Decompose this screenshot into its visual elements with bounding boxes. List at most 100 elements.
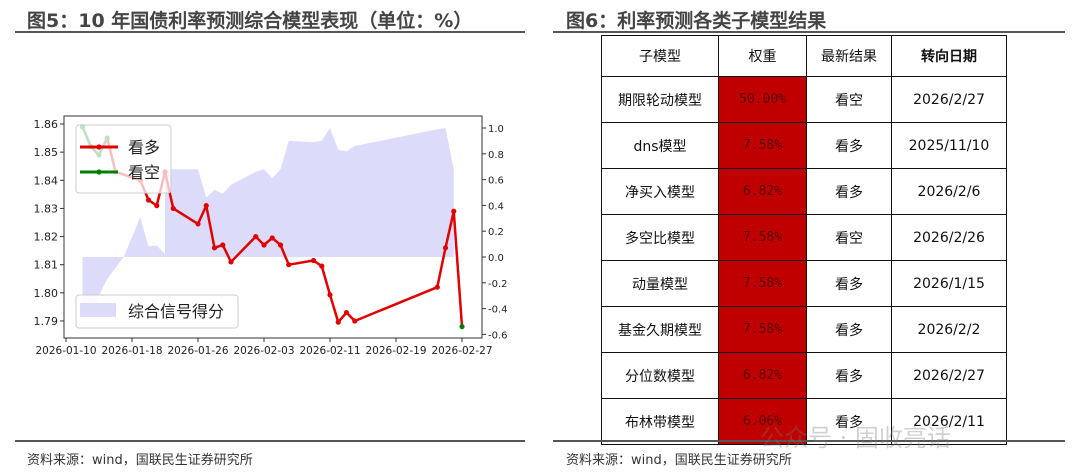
weight-cell: 7.58%: [718, 122, 807, 169]
right-tick-label: 1.0: [488, 124, 504, 135]
yield-point: [228, 259, 234, 265]
right-source-note: 资料来源：wind，国联民生证券研究所: [566, 453, 792, 468]
x-tick-label: 2026-01-26: [167, 345, 228, 357]
yield-segment: [452, 211, 464, 327]
submodel-name-cell: 净买入模型: [601, 168, 719, 215]
x-tick-label: 2026-01-10: [35, 345, 96, 357]
yield-point: [195, 221, 201, 227]
yield-segment: [196, 205, 208, 225]
table-row: 动量模型 7.58% 看多 2026/1/15: [601, 260, 1007, 307]
latest-result-cell: 看多: [806, 398, 892, 445]
right-tick-label: -0.4: [488, 305, 508, 316]
submodel-table: 子模型 权重 最新结果 转向日期 期限轮动模型 50.00% 看空 2026/2/27…: [601, 35, 1007, 445]
score-area: [82, 128, 462, 316]
yield-segment: [230, 235, 257, 263]
table-header-row: 子模型 权重 最新结果 转向日期: [601, 35, 1007, 77]
legend-label: 看空: [128, 163, 160, 182]
weight-cell: 50.00%: [718, 76, 807, 123]
left-bottom-rule: [15, 440, 525, 442]
left-tick-label: 1.84: [34, 174, 59, 187]
submodel-name-cell: 期限轮动模型: [601, 76, 719, 123]
right-tick-label: 0.4: [488, 201, 504, 212]
submodel-name-cell: 多空比模型: [601, 214, 719, 261]
yield-point: [211, 245, 218, 251]
legend-label: 看多: [128, 138, 160, 157]
yield-segment: [205, 205, 216, 249]
right-tick-label: 0.8: [488, 150, 504, 161]
legend-marker-1: [96, 169, 102, 175]
yield-segment: [444, 210, 455, 249]
left-tick-label: 1.83: [34, 202, 59, 215]
table-row: 分位数模型 6.82% 看多 2026/2/27: [601, 352, 1007, 399]
plot-frame: [63, 115, 483, 339]
yield-point: [269, 235, 275, 241]
weight-cell: 7.58%: [718, 214, 807, 261]
latest-result-cell: 看多: [806, 352, 892, 399]
table-row: 多空比模型 7.58% 看空 2026/2/26: [601, 214, 1007, 261]
right-tick-label: 0.0: [488, 253, 504, 264]
legend-area-swatch: [80, 303, 116, 317]
yield-segment: [328, 294, 340, 323]
yield-point: [145, 197, 152, 203]
weight-cell: 7.58%: [718, 306, 807, 353]
x-tick-label: 2026-01-18: [101, 345, 162, 357]
left-tick-label: 1.86: [34, 118, 59, 131]
header-weight: 权重: [718, 35, 807, 77]
right-tick-label: 0.6: [488, 176, 504, 187]
yield-point: [442, 245, 449, 251]
latest-result-cell: 看空: [806, 76, 892, 123]
yield-point: [203, 203, 209, 209]
left-tick-label: 1.81: [34, 259, 59, 272]
x-tick-label: 2026-02-19: [365, 345, 426, 357]
yield-point: [451, 208, 457, 214]
legend-marker-0: [96, 144, 102, 150]
yield-segment: [221, 244, 233, 263]
yield-segment: [436, 247, 447, 288]
watermark: 公众号 · 固收亮话: [760, 424, 951, 452]
yield-point: [352, 318, 358, 324]
yield-point: [319, 263, 325, 269]
left-figure-title: 图5：10 年国债利率预测综合模型表现（单位：%）: [27, 10, 473, 32]
submodel-name-cell: 基金久期模型: [601, 306, 719, 353]
right-tick-label: -0.6: [488, 330, 508, 341]
yield-point: [310, 257, 317, 264]
right-tick-label: -0.2: [488, 279, 508, 290]
yield-point: [154, 203, 160, 209]
yield-point: [434, 284, 440, 290]
turn-date-cell: 2026/2/6: [891, 168, 1007, 215]
left-source-note: 资料来源：wind，国联民生证券研究所: [27, 453, 253, 468]
latest-result-cell: 看多: [806, 260, 892, 307]
x-tick-label: 2026-02-11: [299, 345, 360, 357]
turn-date-cell: 2026/2/27: [891, 76, 1007, 123]
left-tick-label: 1.85: [34, 146, 59, 159]
table-row: 基金久期模型 7.58% 看多 2026/2/2: [601, 306, 1007, 353]
legend-label: 综合信号得分: [128, 302, 224, 321]
yield-point: [253, 233, 259, 240]
yield-segment: [354, 286, 438, 323]
header-latest-result: 最新结果: [806, 35, 892, 77]
yield-point: [286, 262, 292, 268]
x-tick-label: 2026-02-27: [431, 345, 492, 357]
turn-date-cell: 2026/2/2: [891, 306, 1007, 353]
yield-point: [261, 242, 267, 248]
yield-point: [335, 319, 341, 325]
turn-date-cell: 2026/1/15: [891, 260, 1007, 307]
weight-cell: 7.58%: [718, 260, 807, 307]
left-tick-label: 1.79: [34, 315, 59, 328]
yield-point: [343, 309, 350, 316]
latest-result-cell: 看多: [806, 122, 892, 169]
table-row: 净买入模型 6.82% 看多 2026/2/6: [601, 168, 1007, 215]
yield-point: [327, 292, 333, 298]
yield-point: [277, 242, 284, 248]
left-tick-label: 1.82: [34, 231, 59, 244]
table-row: 期限轮动模型 50.00% 看空 2026/2/27: [601, 76, 1007, 123]
turn-date-cell: 2026/2/27: [891, 352, 1007, 399]
legend-box-lower: [75, 294, 239, 329]
latest-result-cell: 看多: [806, 168, 892, 215]
turn-date-cell: 2025/11/10: [891, 122, 1007, 169]
yield-point: [459, 324, 465, 330]
yield-point: [220, 242, 226, 248]
right-figure-title: 图6：利率预测各类子模型结果: [566, 10, 827, 32]
header-submodel: 子模型: [601, 35, 719, 77]
yield-segment: [172, 207, 199, 225]
